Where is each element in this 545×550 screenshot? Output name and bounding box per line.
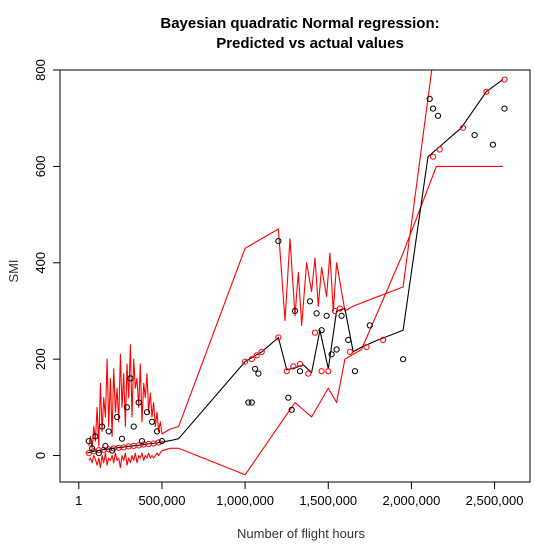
predicted-point [155,439,162,446]
x-tick-label: 1,500,000 [299,493,357,508]
actual-point [143,409,151,416]
actual-point [501,105,508,112]
actual-point [127,375,134,382]
ticks-layer: 1 500,000 1,000,000 1,500,000 2,000,000 2,500… [33,59,523,508]
predicted-point [429,153,437,160]
actual-point [338,312,345,319]
predicted-point [258,348,265,355]
predicted-point [346,348,353,355]
predicted-point [459,124,467,131]
plot-layer [85,70,508,476]
x-tick-label: 1,000,000 [216,493,274,508]
actual-point [135,399,142,406]
y-tick-label: 0 [33,452,48,459]
predicted-point [363,344,370,351]
actual-point [105,428,112,435]
actual-point [345,336,352,343]
plot-frame [59,69,531,483]
x-tick-label: 1 [75,493,82,508]
predicted-point [436,146,443,153]
predicted-point [296,360,304,368]
actual-point [489,141,496,148]
actual-point [158,438,166,445]
actual-point [95,450,102,457]
actual-point [366,322,373,329]
actual-point [400,356,407,363]
actual-point [323,312,330,319]
actual-point [99,423,106,430]
y-tick-label: 600 [33,156,48,178]
predicted-point [248,356,255,363]
actual-point [255,370,262,377]
actual-point [85,438,92,445]
actual-point [248,399,255,406]
predicted-point [501,76,508,83]
x-tick-label: 2,500,000 [466,493,524,508]
actual-point [275,238,282,245]
actual-point [328,351,335,358]
actual-point [245,399,252,406]
actual-point [291,307,299,315]
predicted-point [331,307,338,315]
actual-point [138,438,146,445]
interval-lower-line [88,165,503,476]
actual-point [114,413,121,421]
predicted-point [275,334,282,341]
predicted-point [311,329,319,336]
actual-point [296,368,304,375]
actual-point [333,346,340,353]
predicted-point [283,368,290,375]
actual-point [285,394,292,401]
predicted-point [290,363,297,370]
actual-point [426,95,433,103]
predicted-point [483,88,490,95]
actual-point [313,310,320,317]
x-tick-label: 500,000 [138,493,185,508]
actual-point [351,368,358,375]
actual-point [148,418,156,425]
actual-point [252,365,259,372]
y-tick-label: 200 [33,348,48,370]
y-axis-label: SMI [6,259,21,282]
y-tick-label: 400 [33,252,48,274]
actual-point [123,404,131,411]
x-axis-label: Number of flight hours [237,526,365,541]
chart-title-line2: Predicted vs actual values [216,35,404,52]
predicted-point [318,368,325,375]
actual-point [434,112,442,119]
prediction-line [86,79,504,454]
predicted-point [380,336,387,343]
actual-point [89,445,96,452]
actual-point [118,435,126,442]
y-tick-label: 800 [33,59,48,81]
actual-point [102,442,109,449]
actual-point [92,433,99,440]
actual-point [109,447,116,454]
x-tick-label: 2,000,000 [382,493,440,508]
actual-point [318,327,325,334]
predicted-point [336,305,343,312]
actual-point [130,423,137,430]
actual-point [429,105,437,112]
actual-point [153,428,161,435]
actual-point [306,298,314,305]
predicted-point [242,358,249,365]
actual-point [471,132,478,139]
predicted-point [305,370,312,377]
interval-upper-line [88,70,433,449]
actual-point [288,406,295,413]
predicted-point [253,352,260,359]
predicted-point [325,368,332,375]
chart-title-line1: Bayesian quadratic Normal regression: [160,15,439,32]
